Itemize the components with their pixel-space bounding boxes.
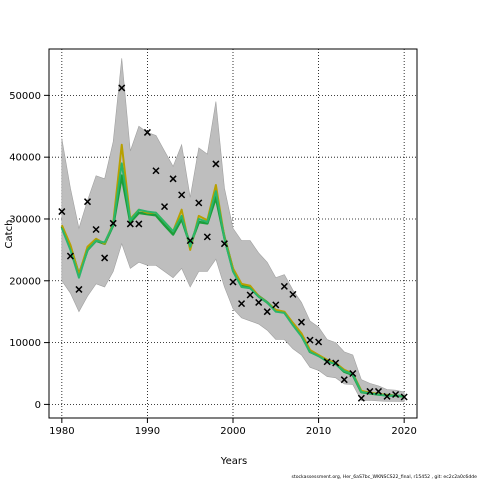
observed-point-1980 (58, 208, 66, 216)
y-tick-label-50000: 50000 (9, 91, 41, 102)
y-tick-label-30000: 30000 (9, 214, 41, 225)
observed-point-2016 (366, 387, 374, 395)
observed-point-1989 (135, 220, 143, 228)
x-tick-label-2020: 2020 (391, 426, 416, 437)
observed-point-2008 (297, 318, 305, 326)
observed-point-2010 (315, 338, 323, 346)
observed-point-1991 (152, 167, 160, 175)
observed-point-2015 (357, 394, 365, 402)
observed-point-1982 (75, 285, 83, 293)
x-tick-label-1990: 1990 (135, 426, 160, 437)
observed-point-1985 (101, 254, 109, 262)
x-tick-label-2000: 2000 (220, 426, 245, 437)
observed-point-2005 (272, 301, 280, 309)
observed-point-2004 (263, 308, 271, 316)
grid (49, 49, 417, 418)
observed-point-1981 (66, 252, 74, 260)
x-axis: 1980 1990 2000 2010 2020 (49, 418, 417, 437)
confidence-band (61, 58, 405, 402)
observed-point-1997 (203, 233, 211, 241)
x-tick-label-2010: 2010 (306, 426, 331, 437)
confidence-band-area (61, 58, 405, 402)
y-tick-label-10000: 10000 (9, 338, 41, 349)
observed-point-2014 (349, 369, 357, 378)
observed-point-2001 (238, 300, 246, 308)
observed-point-2006 (280, 282, 288, 290)
y-tick-label-40000: 40000 (9, 153, 41, 164)
observed-point-2013 (340, 376, 348, 384)
footer-credit: stockassessment.org, Her_6aS7bc_WKNSCS22… (292, 474, 478, 480)
observed-markers (58, 84, 408, 402)
observed-point-2020 (400, 393, 408, 401)
observed-point-1986 (109, 219, 117, 227)
y-tick-label-20000: 20000 (9, 276, 41, 287)
observed-point-1990 (143, 128, 151, 136)
observed-point-1994 (178, 191, 186, 199)
y-axis-title: Catch (4, 220, 15, 249)
observed-point-1987 (118, 84, 126, 92)
observed-point-1992 (161, 203, 169, 211)
y-axis: 0 10000 20000 30000 40000 50000 (9, 91, 49, 411)
observed-point-1995 (186, 237, 194, 245)
observed-point-2009 (306, 336, 314, 344)
observed-point-1983 (83, 198, 92, 206)
series-line-3 (60, 162, 405, 398)
observed-point-1988 (126, 220, 134, 228)
observed-point-2019 (392, 390, 400, 399)
observed-point-2012 (332, 359, 340, 367)
observed-point-2018 (383, 392, 391, 400)
observed-point-2002 (246, 291, 254, 299)
x-axis-title: Years (220, 456, 247, 467)
x-tick-label-1980: 1980 (49, 426, 74, 437)
series-lines (60, 143, 405, 398)
y-tick-label-0: 0 (35, 400, 41, 411)
observed-point-2007 (289, 290, 297, 298)
observed-point-1996 (195, 199, 203, 207)
observed-point-2011 (323, 358, 331, 366)
observed-point-1993 (169, 175, 177, 183)
observed-point-2017 (374, 387, 383, 395)
observed-point-1984 (92, 225, 100, 234)
observed-point-1999 (220, 240, 228, 248)
observed-point-1998 (212, 160, 220, 168)
observed-point-2000 (229, 278, 237, 286)
observed-point-2003 (255, 298, 263, 306)
